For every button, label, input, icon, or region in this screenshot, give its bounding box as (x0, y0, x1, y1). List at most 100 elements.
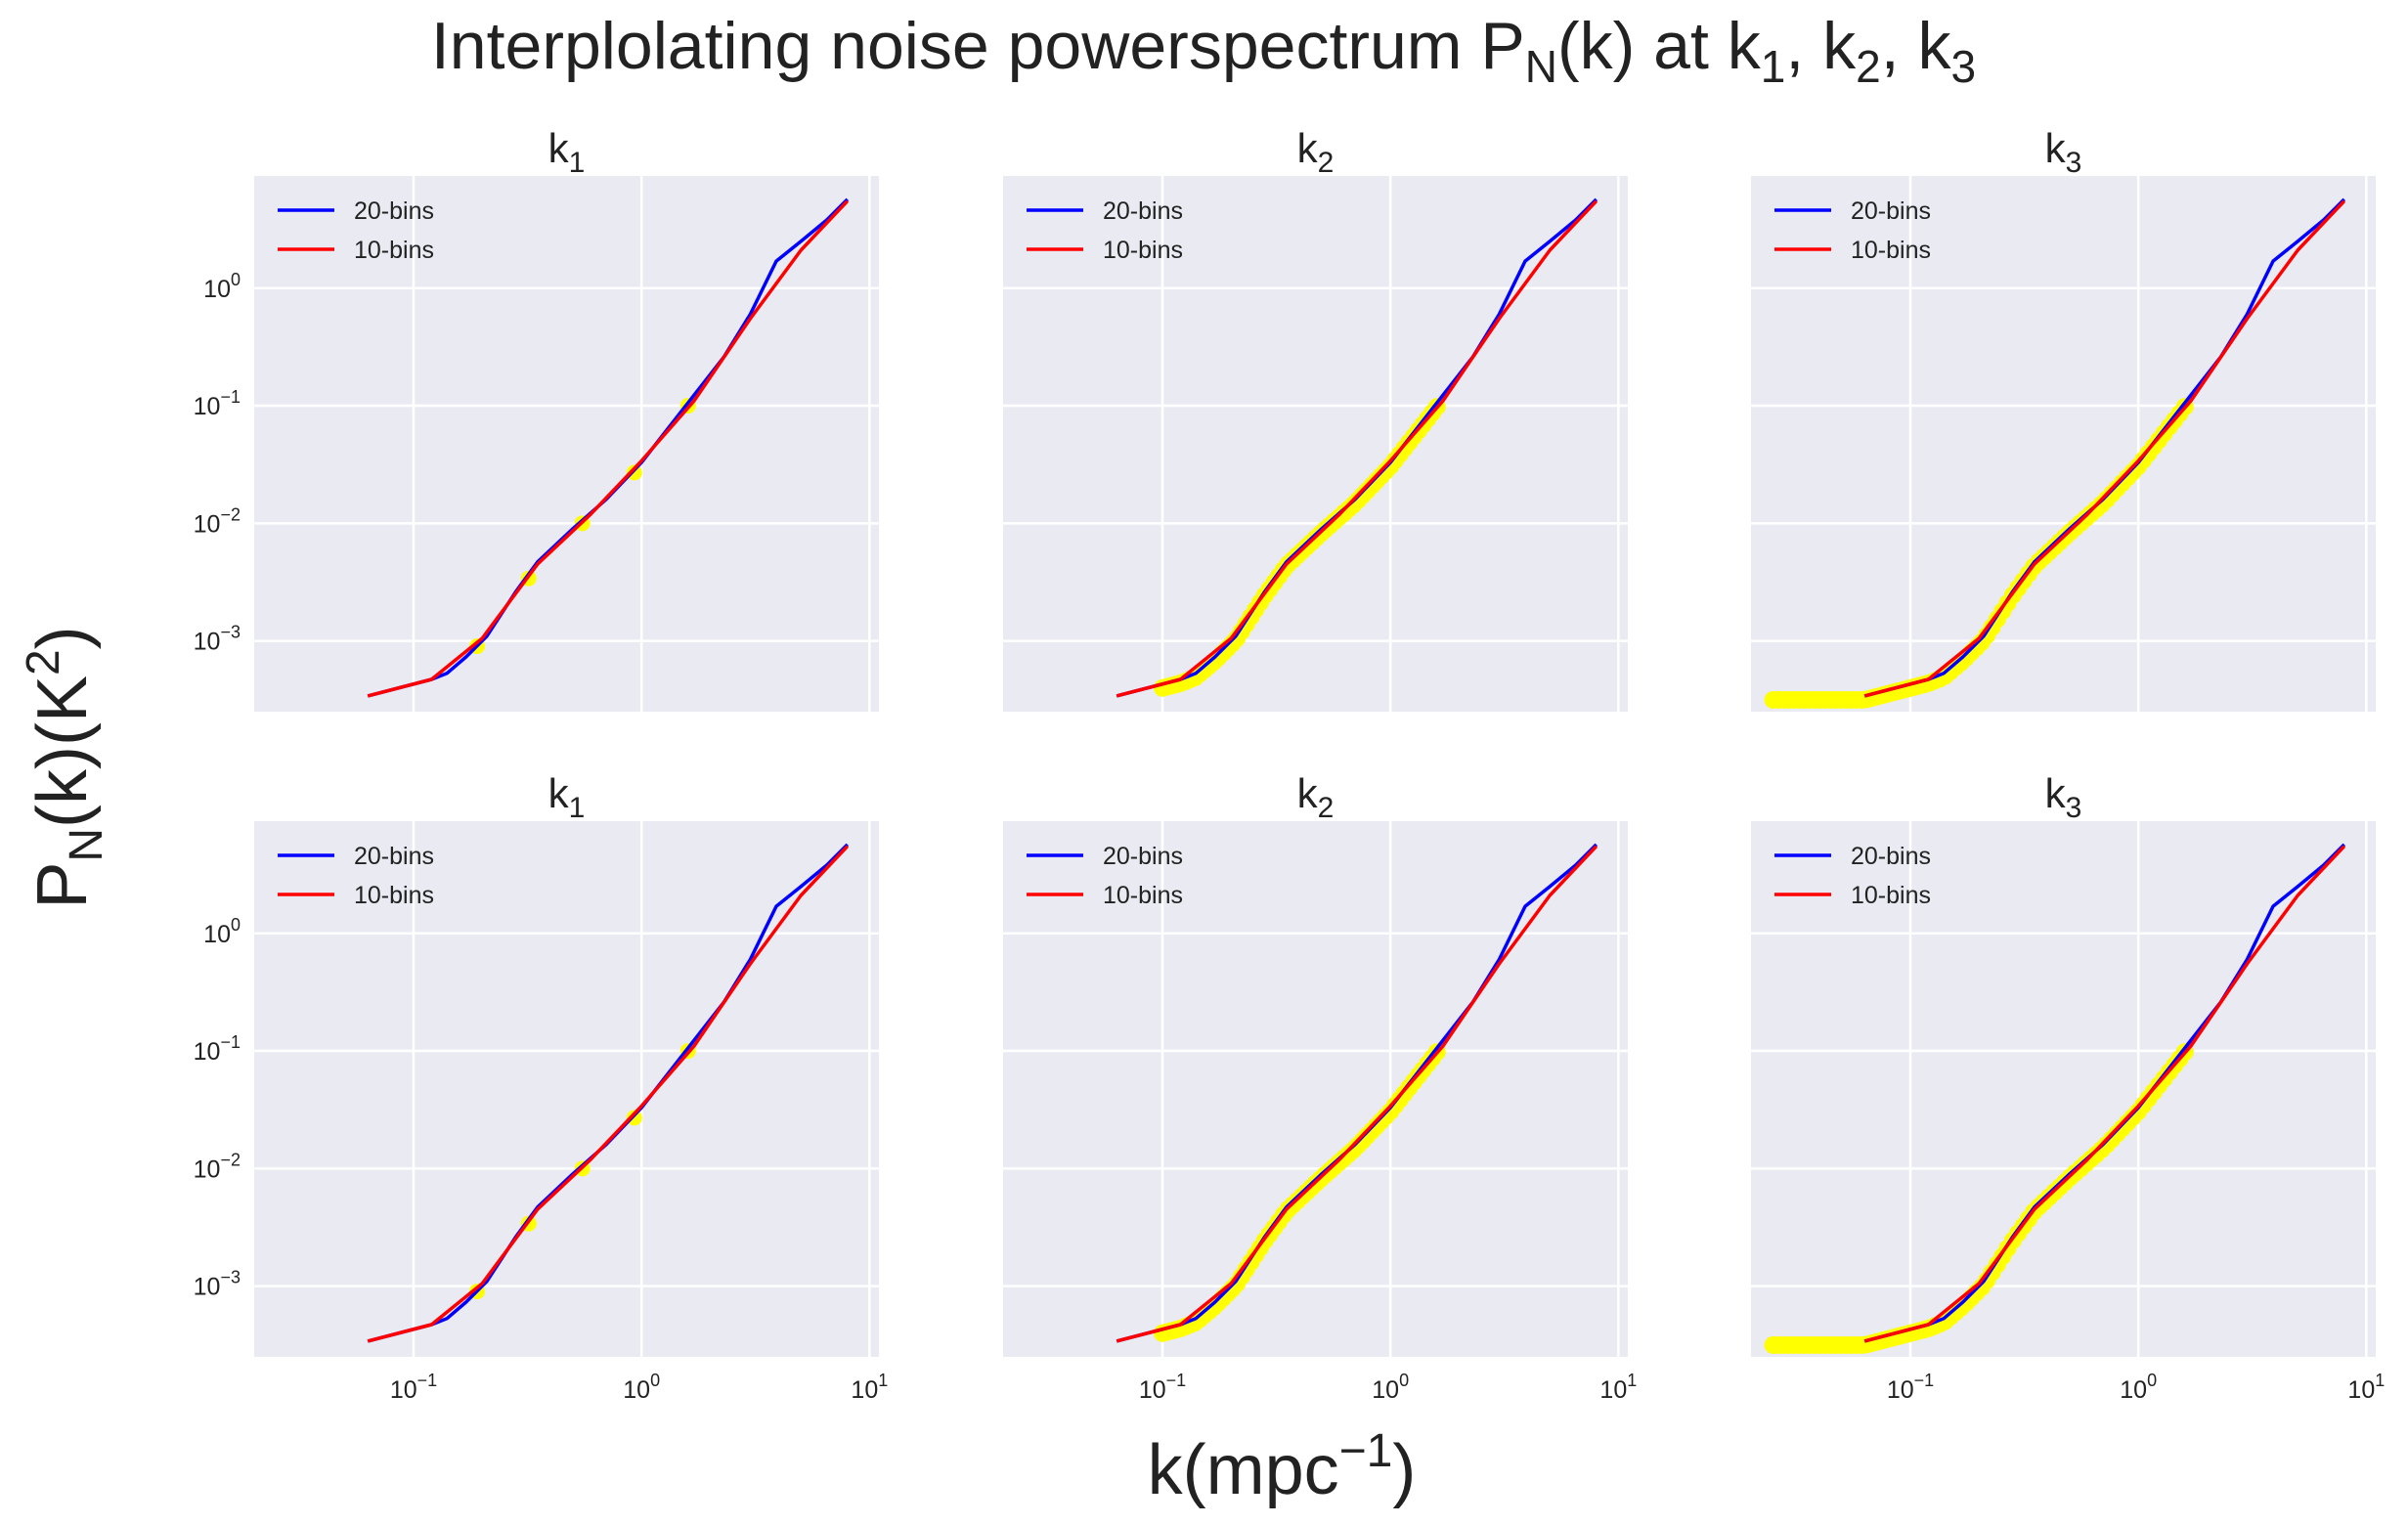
y-tick-exp: −2 (220, 504, 241, 524)
legend-label: 20-bins (1103, 197, 1183, 225)
figure-title-main: Interplolating noise powerspectrum P (431, 9, 1525, 83)
subplot-title: k1 (548, 770, 586, 824)
x-tick-base: 10 (1599, 1376, 1627, 1404)
y-tick-base: 10 (194, 510, 221, 538)
data-point (626, 1110, 642, 1126)
x-tick-base: 10 (851, 1376, 878, 1404)
y-tick-label: 10−1 (194, 1032, 241, 1066)
y-tick-exp: 0 (231, 270, 241, 289)
x-axis-label-sup: −1 (1339, 1425, 1393, 1477)
subplot-title: k3 (2045, 125, 2082, 179)
x-tick-label: 10−1 (390, 1371, 437, 1404)
x-tick-exp: 1 (1627, 1371, 1637, 1390)
series-line (367, 199, 850, 698)
x-axis-label-pre: k(mpc (1148, 1431, 1339, 1509)
subplot-title: k2 (1297, 125, 1335, 179)
legend-label: 20-bins (354, 197, 434, 225)
x-tick-base: 10 (623, 1376, 650, 1404)
subplot-title: k3 (2045, 770, 2082, 824)
subplot-title-sub: 2 (1318, 147, 1335, 179)
x-tick-label: 100 (623, 1371, 660, 1404)
plot-area (1003, 821, 1628, 1357)
x-tick-base: 10 (2347, 1376, 2375, 1404)
y-tick-label: 10−1 (194, 387, 241, 420)
x-tick-label: 10−1 (1139, 1371, 1186, 1404)
figure-title-k3-sub: 3 (1951, 41, 1977, 92)
legend-label: 10-bins (354, 882, 434, 909)
y-tick-exp: −3 (220, 1268, 241, 1287)
subplot-title: k2 (1297, 770, 1335, 824)
legend-label: 10-bins (1851, 237, 1931, 264)
y-tick-base: 10 (194, 393, 221, 420)
x-tick-exp: 1 (2375, 1371, 2385, 1390)
y-axis-label-p: P (23, 862, 102, 909)
y-tick-exp: 0 (231, 915, 241, 935)
series-line (1863, 199, 2346, 698)
plot-area (254, 176, 879, 712)
subplot-title-sub: 1 (569, 147, 586, 179)
x-axis-label-post: ) (1392, 1431, 1416, 1509)
y-tick-base: 10 (194, 1274, 221, 1301)
x-tick-base: 10 (1139, 1376, 1166, 1404)
x-tick-exp: −1 (1166, 1371, 1187, 1390)
plot-area (1751, 176, 2376, 712)
y-tick-exp: −1 (220, 1032, 241, 1052)
subplot-title-sub: 3 (2066, 792, 2082, 824)
x-tick-exp: −1 (1914, 1371, 1935, 1390)
x-tick-exp: 1 (878, 1371, 888, 1390)
y-axis-label-sup: 2 (18, 649, 69, 675)
x-tick-label: 101 (2347, 1371, 2385, 1404)
legend-label: 10-bins (1851, 882, 1931, 909)
y-tick-exp: −3 (220, 623, 241, 642)
y-axis-label-sub: N (61, 828, 112, 862)
y-tick-label: 10−3 (194, 1268, 241, 1301)
subplot: k3 20-bins 10-bins (1751, 125, 2376, 712)
series-line (1863, 845, 2346, 1343)
figure-title-sep1: , k (1785, 9, 1857, 83)
x-tick-exp: 0 (650, 1371, 660, 1390)
y-tick-label: 100 (203, 270, 241, 303)
subplot-grid: k110010−110−210−320-bins10-binsk220-bins… (194, 125, 2386, 1404)
y-tick-label: 10−3 (194, 623, 241, 656)
y-axis-label-post: ) (23, 626, 102, 649)
data-point (626, 464, 642, 481)
legend-label: 10-bins (1103, 882, 1183, 909)
subplot-title-k: k (1297, 770, 1319, 816)
y-tick-exp: −1 (220, 387, 241, 407)
plot-area (1751, 821, 2376, 1357)
subplot-title-sub: 2 (1318, 792, 1335, 824)
x-tick-exp: 0 (1399, 1371, 1409, 1390)
y-tick-label: 10−2 (194, 1150, 241, 1183)
x-tick-base: 10 (1372, 1376, 1399, 1404)
x-axis-label: k(mpc−1) (1148, 1425, 1417, 1509)
plot-area (1003, 176, 1628, 712)
legend-label: 10-bins (1103, 237, 1183, 264)
series-line (1116, 845, 1598, 1343)
subplot-title-sub: 3 (2066, 147, 2082, 179)
x-tick-label: 101 (1599, 1371, 1637, 1404)
y-axis-label-mid: (k)(K (23, 675, 102, 828)
subplot: k2 20-bins 10-bins (1003, 125, 1628, 712)
subplot-title-k: k (548, 770, 570, 816)
figure-title-tail: (k) at k (1557, 9, 1762, 83)
y-axis-label: PN(k)(K2) (18, 626, 112, 908)
x-tick-label: 100 (2120, 1371, 2157, 1404)
figure-title: Interplolating noise powerspectrum PN(k)… (431, 9, 1976, 92)
x-tick-label: 101 (851, 1371, 888, 1404)
legend-label: 20-bins (1103, 843, 1183, 870)
y-tick-base: 10 (203, 921, 231, 948)
figure-title-sep2: , k (1881, 9, 1952, 83)
x-tick-base: 10 (1887, 1376, 1914, 1404)
y-tick-base: 10 (194, 629, 221, 656)
y-tick-label: 100 (203, 915, 241, 948)
figure-title-k2-sub: 2 (1856, 41, 1881, 92)
figure-title-sub: N (1525, 41, 1557, 92)
subplot-title-sub: 1 (569, 792, 586, 824)
subplot-title-k: k (548, 125, 570, 171)
series-line (367, 845, 850, 1343)
